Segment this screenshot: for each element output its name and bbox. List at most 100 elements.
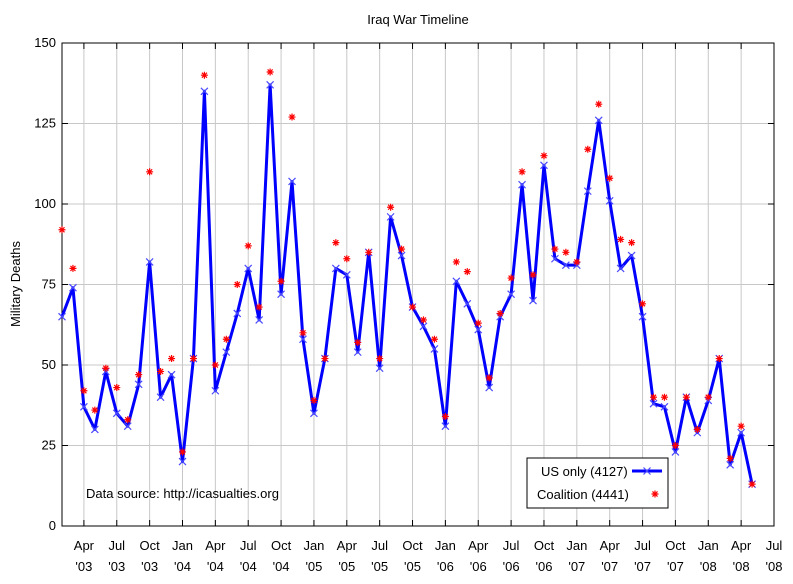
coalition-data-point (639, 300, 647, 308)
x-tick-label-year: '04 (174, 559, 191, 574)
coalition-data-point (222, 335, 230, 343)
us-data-point (605, 196, 614, 205)
x-tick-label-month: Apr (468, 538, 489, 553)
us-data-point (671, 448, 680, 456)
us-data-point (255, 315, 264, 324)
x-tick-label-year: '07 (634, 559, 651, 574)
data-source-note: Data source: http://icasualties.org (86, 486, 279, 501)
x-tick-label-month: Apr (731, 538, 752, 553)
x-tick-label-year: '04 (207, 559, 224, 574)
us-data-point (474, 325, 483, 334)
x-tick-label-month: Oct (140, 538, 161, 553)
coalition-data-point (617, 235, 625, 243)
x-tick-label-year: '06 (503, 559, 520, 574)
x-tick-label-month: Jan (172, 538, 193, 553)
coalition-data-point (474, 319, 482, 327)
x-tick-label-year: '06 (535, 559, 552, 574)
x-tick-label-year: '03 (141, 559, 158, 574)
coalition-data-point (277, 277, 285, 285)
us-data-point (310, 409, 318, 418)
coalition-data-point (255, 303, 263, 311)
coalition-data-point (507, 274, 515, 282)
us-data-point (211, 386, 220, 395)
us-data-point (430, 344, 439, 353)
coalition-data-point (233, 281, 241, 288)
us-data-point (156, 393, 165, 402)
x-tick-label-year: '08 (766, 559, 783, 574)
x-tick-label-year: '08 (700, 559, 717, 574)
x-tick-label-year: '06 (437, 559, 454, 574)
us-data-point (123, 422, 132, 431)
coalition-data-point (463, 268, 471, 276)
us-data-point (529, 296, 537, 305)
x-tick-label-month: Oct (271, 538, 292, 553)
legend-swatches (632, 467, 662, 498)
legend-swatch-us-marker (643, 467, 651, 475)
y-tick-label: 100 (34, 196, 56, 211)
coalition-data-point (310, 396, 318, 404)
coalition-data-point (715, 355, 723, 363)
coalition-data-point (595, 100, 603, 108)
x-tick-label-month: Jul (371, 538, 388, 553)
coalition-data-point (168, 355, 176, 363)
coalition-data-point (551, 245, 559, 253)
x-tick-label-month: Jan (303, 538, 324, 553)
grid-lines (62, 42, 775, 527)
us-data-point (134, 380, 143, 389)
x-tick-label-month: Jan (435, 538, 456, 553)
us-data-point (616, 264, 625, 273)
coalition-data-point (354, 338, 362, 346)
us-data-point (561, 261, 570, 270)
coalition-data-point (200, 71, 208, 79)
us-data-point (331, 264, 340, 273)
us-data-point (90, 425, 99, 434)
coalition-data-point (496, 309, 504, 317)
coalition-data-point (518, 168, 526, 176)
us-data-point (594, 116, 603, 125)
coalition-data-point (398, 245, 406, 253)
us-data-point (485, 383, 494, 392)
coalition-data-point (321, 355, 329, 363)
x-tick-label-month: Jul (766, 538, 783, 553)
us-data-point (386, 212, 395, 221)
x-tick-label-year: '04 (273, 559, 290, 574)
x-tick-label-month: Oct (665, 538, 686, 553)
us-data-point (244, 264, 253, 273)
coalition-series (58, 68, 756, 488)
coalition-data-point (124, 416, 132, 424)
coalition-data-point (91, 406, 99, 414)
coalition-data-point (726, 454, 734, 462)
coalition-data-point (452, 258, 460, 266)
coalition-data-point (266, 68, 274, 76)
us-data-point (452, 277, 461, 286)
x-tick-label-month: Jan (566, 538, 587, 553)
y-axis: 0 25 50 75 100 125 150 (34, 35, 774, 533)
coalition-data-point (409, 303, 417, 311)
coalition-data-point (189, 355, 197, 363)
x-tick-label-year: '08 (733, 559, 750, 574)
x-tick-label-year: '07 (568, 559, 585, 574)
coalition-data-point (332, 239, 340, 247)
us-data-point (69, 283, 77, 292)
x-tick-label-month: Apr (205, 538, 226, 553)
x-tick-label-month: Jul (503, 538, 520, 553)
us-series-line (60, 83, 754, 485)
coalition-data-point (178, 448, 186, 456)
coalition-data-point (211, 361, 219, 369)
coalition-data-point (376, 355, 384, 363)
us-data-point (518, 180, 526, 189)
us-data-point (222, 348, 231, 357)
coalition-data-point (387, 203, 395, 211)
y-tick-label: 25 (42, 438, 56, 453)
us-data-point (660, 402, 669, 411)
coalition-data-point (441, 413, 449, 421)
us-data-point (353, 348, 362, 357)
x-tick-label-year: '07 (667, 559, 684, 574)
x-tick-label-month: Jul (240, 538, 257, 553)
coalition-data-point (69, 264, 77, 272)
us-data-point (167, 370, 176, 379)
us-data-point (299, 335, 307, 344)
coalition-data-point (671, 442, 679, 449)
coalition-data-point (628, 239, 636, 247)
coalition-data-point (146, 168, 154, 176)
